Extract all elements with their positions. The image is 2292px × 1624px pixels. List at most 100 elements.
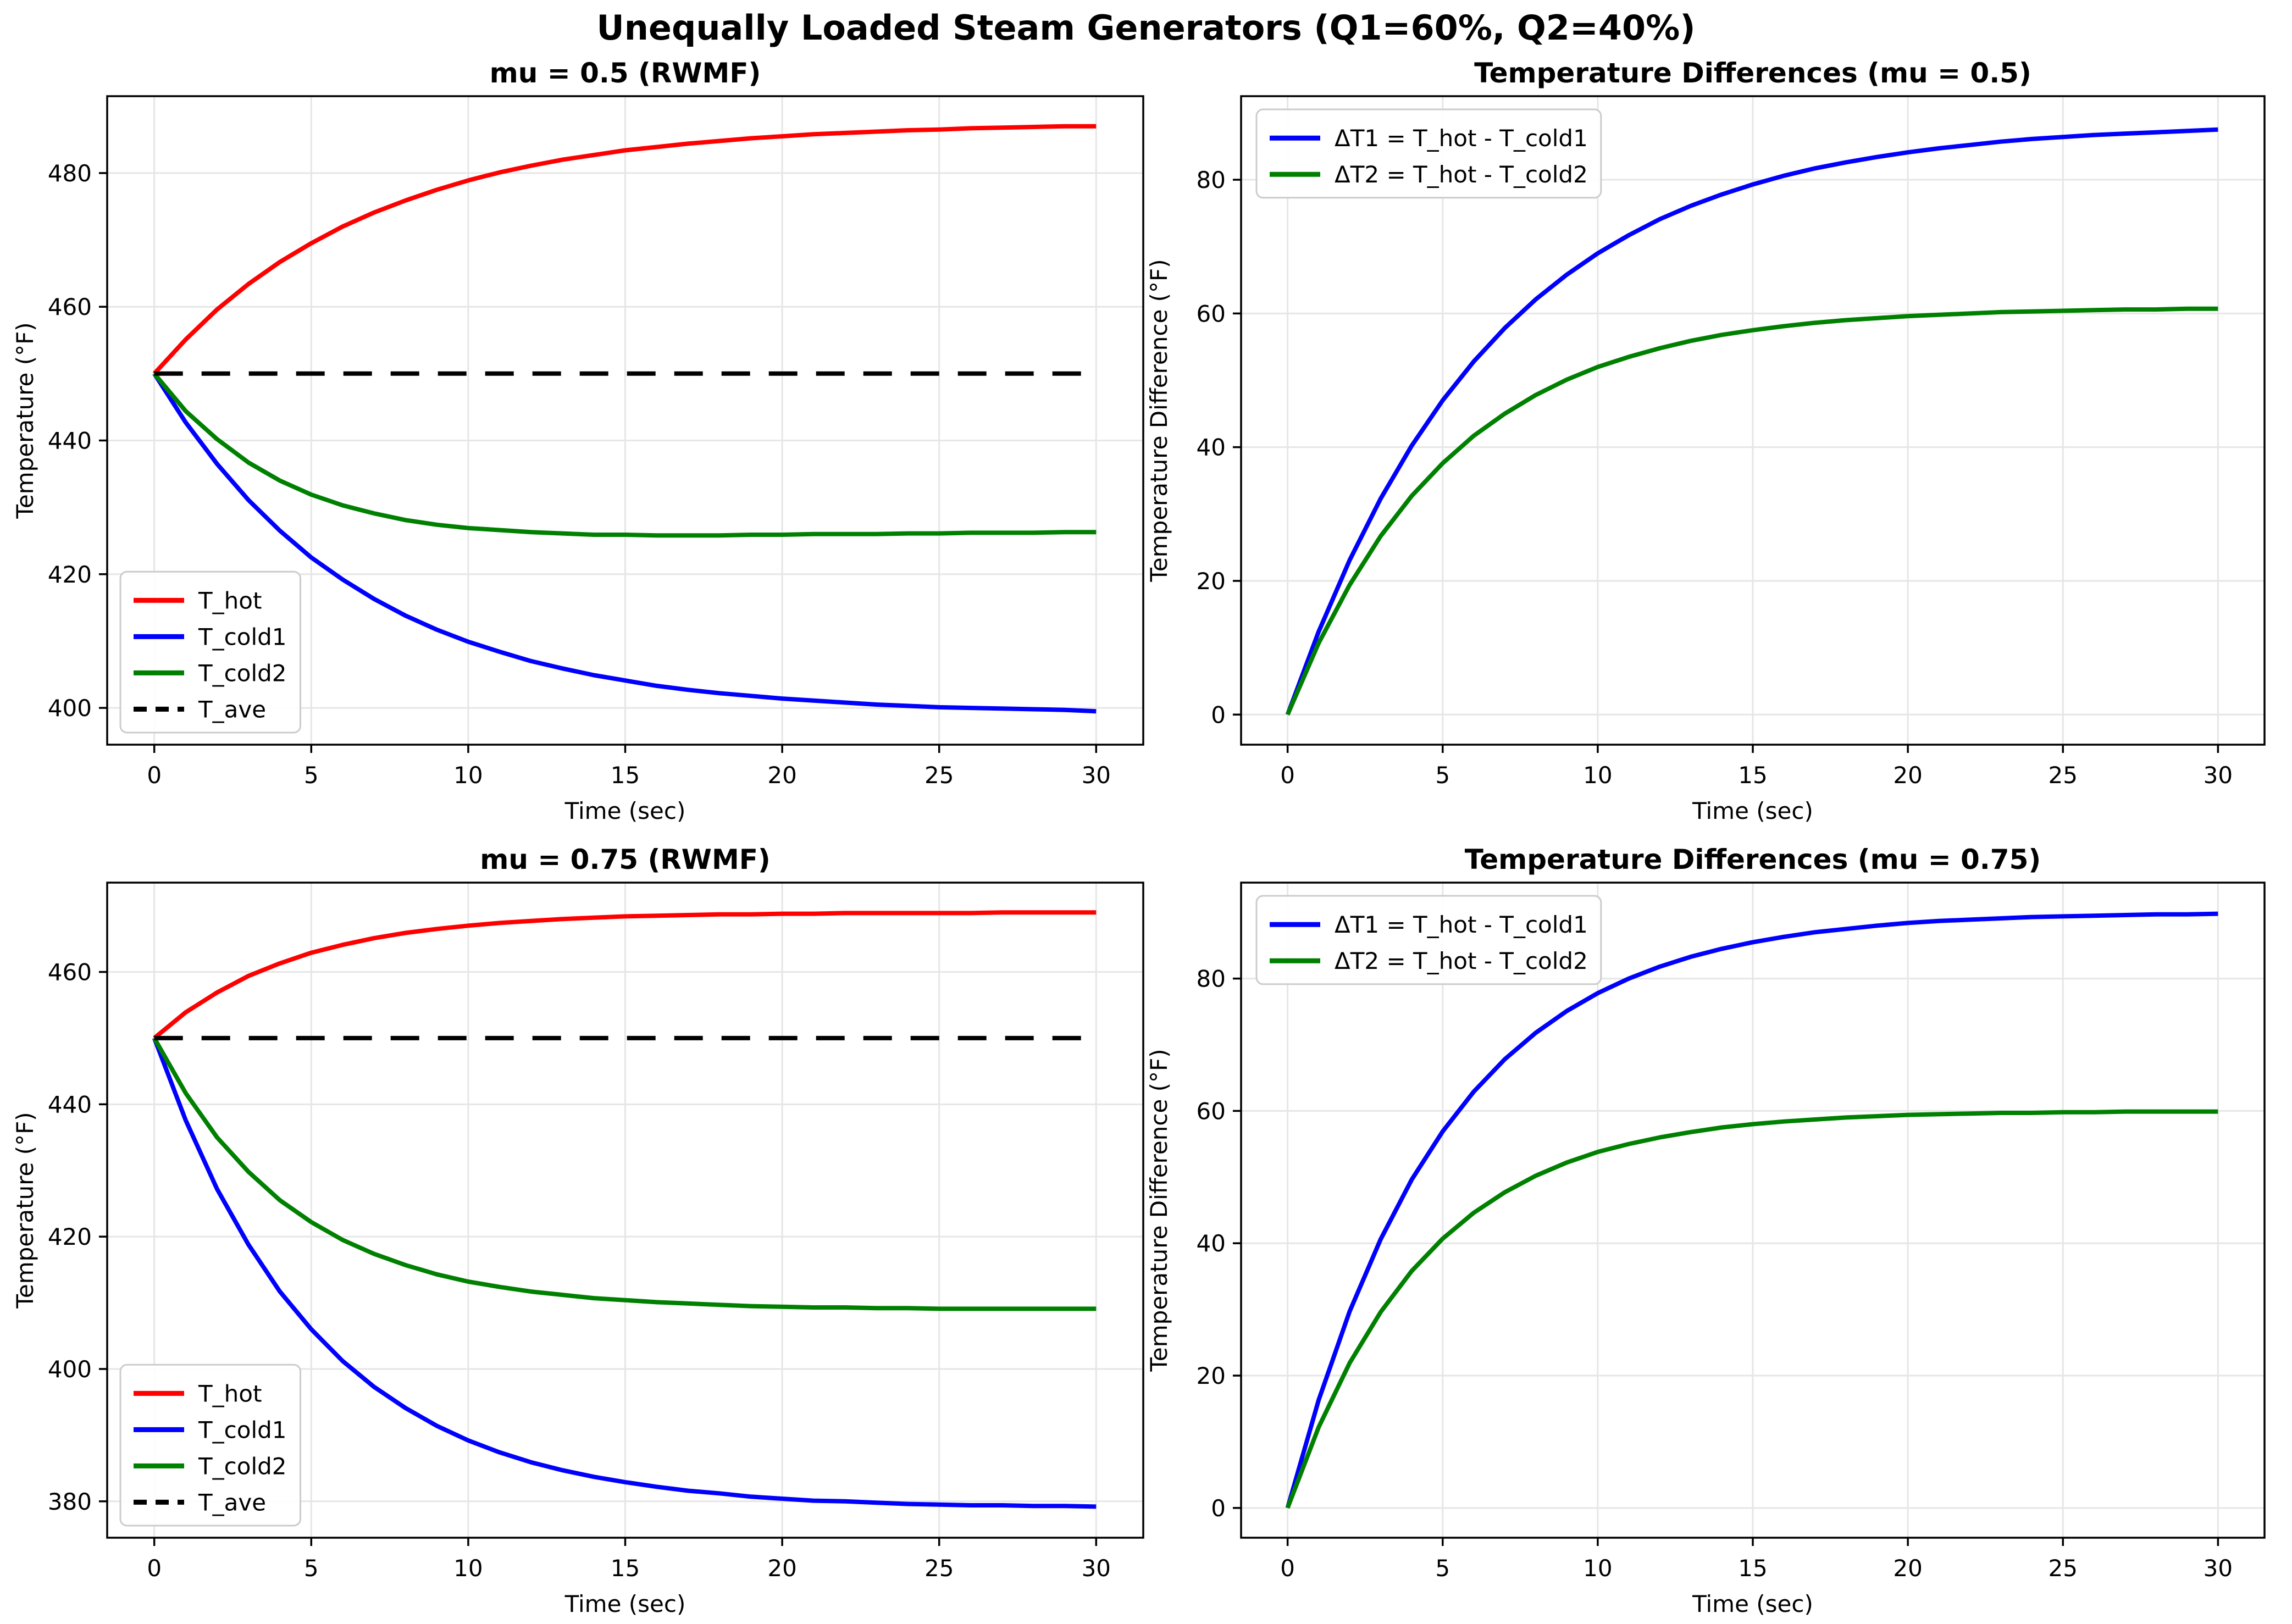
y-tick-label: 460 [48,293,92,320]
x-axis-label: Time (sec) [564,797,686,824]
legend-label: T_cold1 [198,623,287,650]
y-tick-label: 0 [1211,1495,1226,1522]
series-group [1285,911,2218,1509]
y-axis-label: Temperature Difference (°F) [1145,259,1172,582]
x-axis-label: Time (sec) [1692,797,1813,824]
x-tick-label: 20 [767,762,796,789]
y-tick-label: 40 [1197,1230,1226,1257]
x-axis: 0 5 10 15 20 25 30 Time (sec) [147,745,1111,824]
chart-title: Temperature Differences (mu = 0.5) [1474,57,2031,89]
legend-label: ΔT2 = T_hot - T_cold2 [1335,947,1588,974]
x-tick-label: 25 [2049,762,2078,789]
x-tick-label: 0 [1280,1555,1295,1582]
y-tick-label: 20 [1197,568,1226,595]
legend-label: T_cold2 [198,1453,287,1479]
x-tick-label: 15 [611,1555,640,1582]
x-tick-label: 15 [1738,762,1767,789]
x-tick-label: 20 [1893,762,1922,789]
series-line-t-cold1 [152,1037,1097,1509]
series-line-t-hot [152,124,1097,375]
legend: ΔT1 = T_hot - T_cold1 ΔT2 = T_hot - T_col… [1255,895,1602,985]
y-tick-label: 420 [48,561,92,588]
chart-differences-mu-0.5: 0 5 10 15 20 25 30 Time (sec) 0 20 40 60 80 Temperatu… [1145,57,2266,824]
series-line-t-cold2 [152,372,1097,538]
x-tick-label: 10 [453,762,483,789]
x-tick-label: 15 [611,762,640,789]
chart-title: mu = 0.75 (RWMF) [480,844,770,875]
legend-label: T_ave [198,696,266,723]
chart-title: Temperature Differences (mu = 0.75) [1465,844,2041,875]
x-tick-label: 30 [1082,762,1111,789]
x-tick-label: 0 [147,762,162,789]
chart-temperatures-mu-0.75: 0 5 10 15 20 25 30 Time (sec) 380 400 420 440 460 Tem… [12,844,1144,1617]
legend-box [1255,895,1602,985]
x-tick-label: 5 [304,1555,319,1582]
legend-label: T_cold2 [198,659,287,686]
y-tick-label: 400 [48,1356,92,1383]
y-tick-label: 420 [48,1223,92,1250]
y-tick-label: 440 [48,1091,92,1118]
y-tick-label: 460 [48,959,92,986]
series-line--t2-t-hot-t-cold2 [1285,1109,2218,1509]
x-tick-label: 25 [924,1555,954,1582]
x-tick-label: 5 [304,762,319,789]
y-tick-label: 40 [1197,434,1226,461]
y-tick-label: 80 [1197,167,1226,193]
legend: T_hot T_cold1 T_cold2 T_ave [119,570,301,734]
series-line--t1-t-hot-t-cold1 [1285,127,2218,716]
legend-label: ΔT1 = T_hot - T_cold1 [1335,911,1588,938]
x-axis-label: Time (sec) [1692,1590,1813,1617]
grid [1241,883,2265,1538]
grid [107,96,1143,745]
series-line--t2-t-hot-t-cold2 [1285,306,2218,716]
x-tick-label: 10 [1583,762,1612,789]
legend: T_hot T_cold1 T_cold2 T_ave [119,1364,301,1527]
legend-label: ΔT2 = T_hot - T_cold2 [1335,161,1588,188]
legend-box [119,1364,301,1527]
series-group [152,910,1097,1509]
y-axis-label: Temperature (°F) [12,1112,38,1309]
legend-box [119,570,301,734]
x-tick-label: 25 [2049,1555,2078,1582]
chart-temperatures-mu-0.5: 0 5 10 15 20 25 30 Time (sec) 400 420 440 460 480 Tem… [12,57,1144,824]
series-group [1285,127,2218,716]
legend-box [1255,108,1602,199]
x-tick-label: 30 [1082,1555,1111,1582]
legend-label: ΔT1 = T_hot - T_cold1 [1335,125,1588,152]
series-line-t-cold2 [152,1037,1097,1311]
x-tick-label: 30 [2204,1555,2233,1582]
y-tick-label: 60 [1197,300,1226,327]
y-axis: 0 20 40 60 80 Temperature Difference (°F) [1145,167,1241,728]
y-tick-label: 20 [1197,1362,1226,1389]
y-tick-label: 400 [48,695,92,722]
x-tick-label: 0 [1280,762,1295,789]
x-tick-label: 20 [1893,1555,1922,1582]
series-line-t-hot [153,910,1097,1040]
y-tick-label: 60 [1197,1098,1226,1124]
x-axis: 0 5 10 15 20 25 30 Time (sec) [1280,1538,2233,1617]
y-tick-label: 0 [1211,701,1226,728]
x-tick-label: 0 [147,1555,162,1582]
x-tick-label: 15 [1738,1555,1767,1582]
series-line-t-cold1 [152,372,1097,714]
x-tick-label: 10 [1583,1555,1612,1582]
y-tick-label: 80 [1197,966,1226,993]
x-tick-label: 25 [924,762,954,789]
grid [107,883,1143,1538]
x-tick-label: 5 [1435,762,1450,789]
figure-title: Unequally Loaded Steam Generators (Q1=60… [596,8,1695,48]
chart-differences-mu-0.75: 0 5 10 15 20 25 30 Time (sec) 0 20 40 60 80 Temperatu… [1145,844,2266,1617]
x-tick-label: 20 [767,1555,796,1582]
chart-title: mu = 0.5 (RWMF) [490,57,761,89]
x-tick-label: 30 [2204,762,2233,789]
y-tick-label: 480 [48,160,92,187]
series-line--t1-t-hot-t-cold1 [1285,911,2218,1509]
x-axis: 0 5 10 15 20 25 30 Time (sec) [1280,745,2233,824]
x-tick-label: 5 [1435,1555,1450,1582]
series-group [152,124,1097,714]
y-axis-label: Temperature (°F) [12,322,38,519]
y-axis-label: Temperature Difference (°F) [1145,1049,1172,1372]
